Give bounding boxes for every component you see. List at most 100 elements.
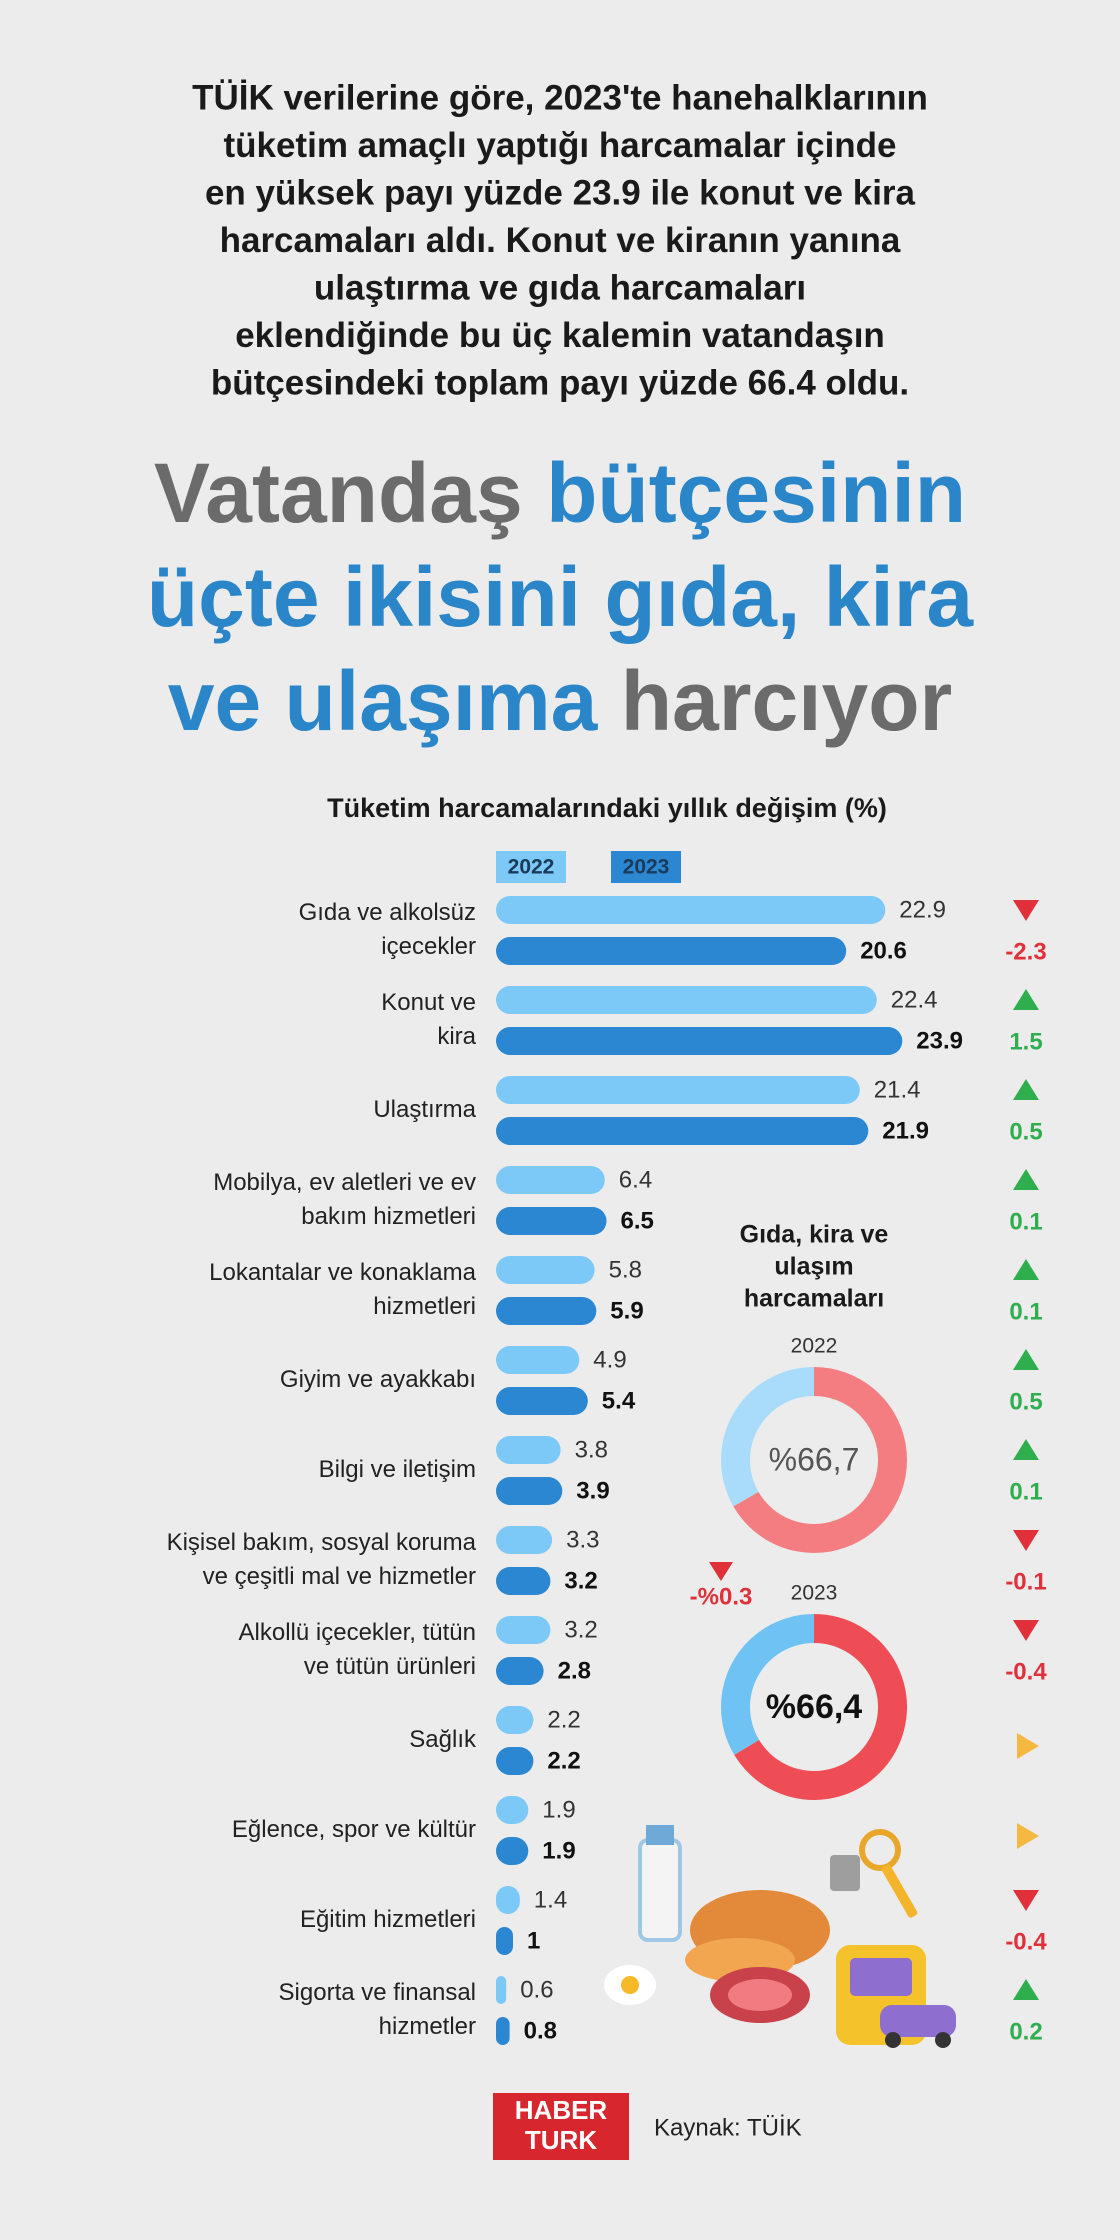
bar-value-label: 3.2 [564, 1567, 597, 1594]
category-label: Bilgi ve iletişim [319, 1456, 476, 1483]
donut-center-label: %66,4 [766, 1688, 862, 1726]
change-label: 0.1 [1009, 1208, 1042, 1235]
headline-line: Vatandaş bütçesinin [154, 446, 966, 540]
bar-value-label: 0.8 [524, 2017, 557, 2044]
headline-segment: harcıyor [597, 654, 952, 748]
headline-segment: Vatandaş [154, 446, 546, 540]
bar [496, 1117, 869, 1145]
change-label: 0.1 [1009, 1478, 1042, 1505]
bar [496, 1346, 580, 1374]
bar-value-label: 6.4 [619, 1166, 652, 1193]
bar [496, 1657, 544, 1685]
bar-value-label: 3.9 [576, 1477, 609, 1504]
bar [496, 1027, 903, 1055]
bar [496, 1207, 607, 1235]
change-label: 0.1 [1009, 1298, 1042, 1325]
headline-line: ve ulaşıma harcıyor [168, 654, 952, 748]
bar-value-label: 3.8 [575, 1436, 608, 1463]
category-label: Eğlence, spor ve kültür [232, 1816, 476, 1843]
change-arrow [1013, 1349, 1039, 1370]
category-label: Ulaştırma [373, 1096, 476, 1123]
bar [496, 1166, 605, 1194]
change-label: -0.4 [1005, 1928, 1047, 1955]
category-label: bakım hizmetleri [301, 1203, 476, 1230]
legend-label: 2022 [508, 856, 555, 879]
bar [496, 1256, 595, 1284]
illustration-shape [859, 1829, 901, 1871]
change-arrow [1013, 1439, 1039, 1460]
category-label: hizmetler [379, 2013, 476, 2040]
bar [496, 1927, 513, 1955]
intro-line: bütçesindeki toplam payı yüzde 66.4 oldu… [211, 363, 909, 402]
bar [496, 937, 847, 965]
logo-box [493, 2093, 629, 2160]
bar [496, 1477, 563, 1505]
bar-value-label: 5.4 [602, 1387, 636, 1414]
legend-swatch [496, 851, 566, 883]
illustration-shape [638, 1838, 682, 1942]
headline-segment: bütçesinin [546, 446, 966, 540]
change-arrow [1013, 1169, 1039, 1190]
category-label: ve çeşitli mal ve hizmetler [203, 1563, 476, 1590]
bar-value-label: 0.6 [520, 1976, 553, 2003]
category-label: Giyim ve ayakkabı [280, 1366, 476, 1393]
bar-value-label: 4.9 [593, 1346, 626, 1373]
category-label: hizmetleri [373, 1293, 476, 1320]
bar-value-label: 1.4 [534, 1886, 567, 1913]
bar [496, 1436, 561, 1464]
bar [496, 1567, 551, 1595]
bar [496, 1526, 553, 1554]
category-label: Gıda ve alkolsüz [299, 899, 476, 926]
logo-text: TURK [525, 2125, 597, 2155]
bar-value-label: 22.4 [891, 986, 938, 1013]
change-label: 0.5 [1009, 1388, 1042, 1415]
change-label: 0.2 [1009, 2018, 1042, 2045]
change-label: -2.3 [1005, 938, 1046, 965]
change-arrow [1013, 1620, 1039, 1641]
bar-value-label: 5.9 [610, 1297, 643, 1324]
bar [496, 1387, 588, 1415]
change-arrow [1013, 1530, 1039, 1551]
change-label: 1.5 [1009, 1028, 1042, 1055]
bar-value-label: 2.8 [558, 1657, 591, 1684]
change-label: -0.4 [1005, 1658, 1047, 1685]
donut-title: Gıda, kira ve [740, 1221, 889, 1249]
intro-line: en yüksek payı yüzde 23.9 ile konut ve k… [205, 173, 916, 212]
bar [496, 1886, 520, 1914]
bar-value-label: 3.3 [566, 1526, 599, 1553]
bar-value-label: 21.4 [874, 1076, 921, 1103]
bar-value-label: 20.6 [860, 937, 907, 964]
donut-title: ulaşım [774, 1253, 853, 1281]
change-arrow [1013, 1890, 1039, 1911]
legend-label: 2023 [623, 856, 670, 879]
category-label: içecekler [381, 933, 476, 960]
intro-line: tüketim amaçlı yaptığı harcamalar içinde [223, 126, 896, 165]
illustration-shape [830, 1855, 860, 1891]
donut-change-arrow [709, 1562, 733, 1581]
category-label: Alkollü içecekler, tütün [239, 1619, 476, 1646]
intro-line: ulaştırma ve gıda harcamaları [314, 268, 806, 307]
intro-line: TÜİK verilerine göre, 2023'te hanehalkla… [192, 78, 928, 117]
donut-center-label: %66,7 [769, 1441, 860, 1477]
change-arrow [1013, 900, 1039, 921]
bar [496, 986, 877, 1014]
change-arrow [1013, 1979, 1039, 2000]
logo-text: HABER [515, 2095, 608, 2125]
change-arrow [1013, 1079, 1039, 1100]
change-arrow [1013, 1259, 1039, 1280]
donut-segment [721, 1614, 814, 1755]
bar-value-label: 6.5 [621, 1207, 654, 1234]
intro-line: harcamaları aldı. Konut ve kiranın yanın… [220, 221, 901, 260]
category-label: Konut ve [381, 989, 476, 1016]
bar-value-label: 1.9 [542, 1796, 575, 1823]
bar [496, 1706, 534, 1734]
bar-value-label: 22.9 [899, 896, 946, 923]
illustration-shape [728, 1979, 792, 2011]
bar-value-label: 21.9 [882, 1117, 929, 1144]
change-label: -0.1 [1005, 1568, 1046, 1595]
bar [496, 1976, 507, 2004]
change-label: 0.5 [1009, 1118, 1042, 1145]
bar [496, 1837, 529, 1865]
illustration-shape [880, 2005, 956, 2037]
source: Kaynak: TÜİK [654, 2114, 802, 2141]
